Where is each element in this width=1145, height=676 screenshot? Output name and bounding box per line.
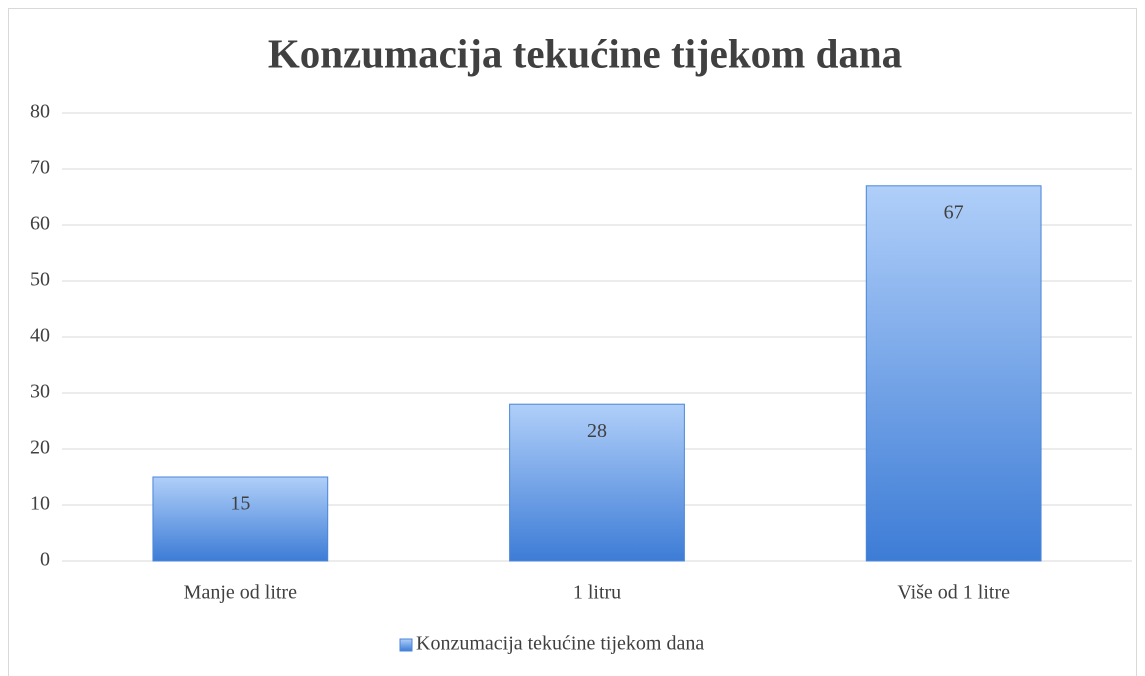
chart-title: Konzumacija tekućine tijekom dana	[268, 30, 902, 76]
x-tick-label: 1 litru	[573, 582, 621, 604]
y-tick-label: 0	[40, 549, 50, 571]
bar	[509, 403, 685, 562]
bar	[152, 476, 329, 562]
y-tick-label: 10	[30, 493, 50, 515]
data-label: 67	[944, 201, 964, 223]
x-tick-label: Više od 1 litre	[897, 582, 1010, 604]
y-tick-label: 60	[30, 213, 50, 235]
y-tick-label: 30	[30, 381, 50, 403]
chart-border	[8, 8, 1137, 676]
data-label: 15	[230, 493, 250, 515]
y-tick-label: 20	[30, 437, 50, 459]
bar	[865, 185, 1042, 562]
legend-label: Konzumacija tekućine tijekom dana	[416, 633, 704, 655]
legend-marker	[399, 638, 413, 652]
y-tick-label: 50	[30, 269, 50, 291]
y-tick-label: 80	[30, 101, 50, 123]
y-tick-label: 40	[30, 325, 50, 347]
x-tick-label: Manje od litre	[184, 582, 297, 604]
y-tick-label: 70	[30, 157, 50, 179]
data-label: 28	[587, 420, 607, 442]
